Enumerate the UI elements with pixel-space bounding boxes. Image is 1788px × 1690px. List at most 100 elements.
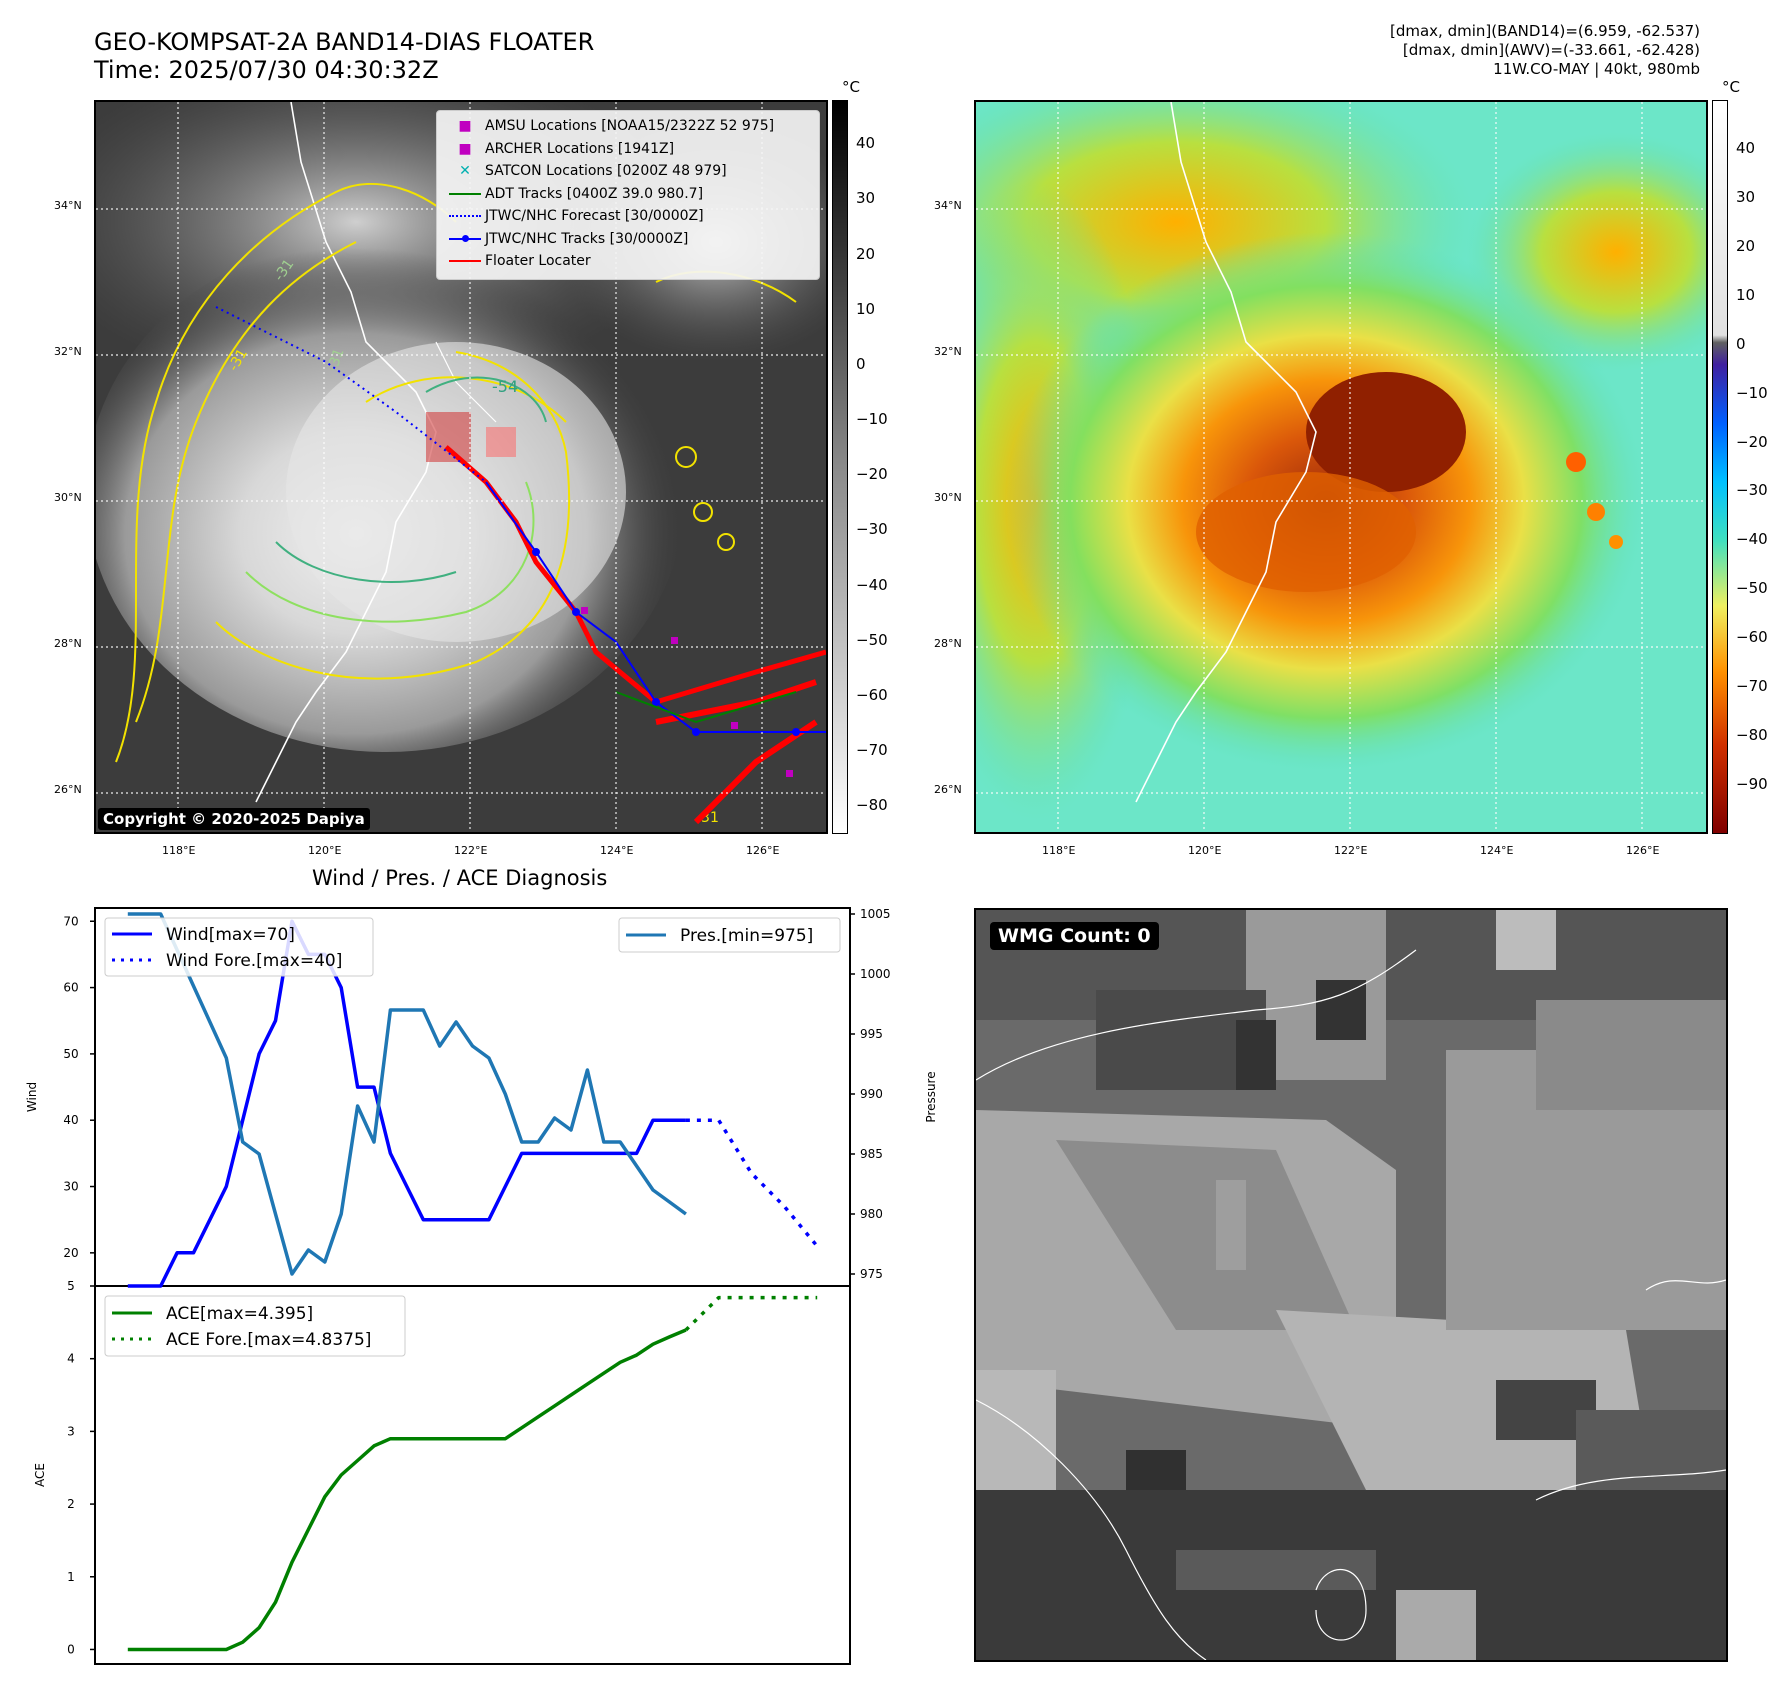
y-tick-label: 2 <box>67 1497 75 1511</box>
cbar-tick-label: −60 <box>856 686 888 705</box>
title-line-1: GEO-KOMPSAT-2A BAND14-DIAS FLOATER <box>94 28 595 56</box>
wmg-count-badge: WMG Count: 0 <box>990 922 1159 950</box>
legend-wind-forecast: Wind Fore.[max=40] <box>166 951 342 971</box>
info-line-2: [dmax, dmin](AWV)=(-33.661, -62.428) <box>1402 41 1700 59</box>
cbar-tick-label: −10 <box>1736 383 1768 402</box>
cbar-tick-label: −70 <box>1736 677 1768 696</box>
lat-tick: 28°N <box>934 637 962 650</box>
chart-title: GEO-KOMPSAT-2A BAND14-DIAS FLOATER Time:… <box>94 28 594 84</box>
series-line <box>127 1328 687 1652</box>
colorbar-grayscale <box>832 100 848 834</box>
cbar2-unit: °C <box>1722 78 1740 96</box>
cbar-tick-label: 10 <box>856 299 876 318</box>
lat-tick: 34°N <box>54 199 82 212</box>
color-map <box>976 102 1706 832</box>
cbar-tick-label: −40 <box>856 575 888 594</box>
y-right-tick-label: 1005 <box>860 907 891 921</box>
lat-tick: 30°N <box>934 491 962 504</box>
wmg-panel: WMG Count: 0 <box>974 908 1728 1662</box>
y-tick-label: 3 <box>67 1424 75 1438</box>
series-line <box>127 919 686 1288</box>
lon-tick: 120°E <box>308 844 342 857</box>
info-line-1: [dmax, dmin](BAND14)=(6.959, -62.537) <box>1389 22 1700 40</box>
jtwc-track <box>485 481 826 733</box>
cbar-tick-label: −40 <box>1736 530 1768 549</box>
legend-item: ✕ SATCON Locations [0200Z 48 979] <box>459 163 727 179</box>
lon-tick: 124°E <box>1480 844 1514 857</box>
lon-tick: 126°E <box>746 844 780 857</box>
y-tick-label: 0 <box>67 1642 75 1656</box>
wind-legend: Wind[max=70] Wind Fore.[max=40] <box>104 917 374 977</box>
legend-pressure: Pres.[min=975] <box>680 926 813 946</box>
cbar-tick-label: −50 <box>856 630 888 649</box>
cbar-tick-label: −80 <box>856 796 888 815</box>
legend-item: ADT Tracks [0400Z 39.0 980.7] <box>445 183 774 206</box>
lon-tick: 122°E <box>454 844 488 857</box>
jtwc-forecast-track <box>215 306 487 483</box>
cbar-tick-label: −10 <box>856 410 888 429</box>
cbar-tick-label: 0 <box>1736 334 1746 353</box>
legend-item: Floater Locater <box>445 250 774 273</box>
diagnosis-charts: Wind Pressure ACE 2030405060709759809859… <box>25 907 938 1665</box>
lat-tick: 28°N <box>54 637 82 650</box>
legend-item: ■ ARCHER Locations [1941Z] <box>458 140 675 157</box>
ace-legend: ACE[max=4.395] ACE Fore.[max=4.8375] <box>104 1295 406 1357</box>
pressure-axis-label: Pressure <box>924 1071 938 1122</box>
cbar-tick-label: −90 <box>1736 775 1768 794</box>
map-legend: ■ AMSU Locations [NOAA15/2322Z 52 975] ■ A… <box>436 110 820 280</box>
lon-tick: 126°E <box>1626 844 1660 857</box>
coastline <box>255 102 437 803</box>
series-line <box>684 1295 818 1332</box>
lat-tick: 26°N <box>934 783 962 796</box>
series-line <box>685 1118 819 1248</box>
lon-tick: 118°E <box>1042 844 1076 857</box>
contour-label: -54 <box>492 377 518 396</box>
info-box: [dmax, dmin](BAND14)=(6.959, -62.537) [d… <box>1390 22 1700 79</box>
y-right-tick-label: 980 <box>860 1207 883 1221</box>
legend-ace: ACE[max=4.395] <box>166 1304 313 1324</box>
cbar1-unit: °C <box>842 78 860 96</box>
lon-tick: 120°E <box>1188 844 1222 857</box>
y-right-tick-label: 985 <box>860 1147 883 1161</box>
cbar-tick-label: −50 <box>1736 579 1768 598</box>
info-line-3: 11W.CO-MAY | 40kt, 980mb <box>1493 60 1700 78</box>
ace-frame <box>94 1285 851 1665</box>
y-tick-label: 50 <box>63 1047 78 1061</box>
copyright-badge: Copyright © 2020-2025 Dapiya <box>98 808 370 830</box>
coastline <box>976 949 1417 1081</box>
diagnosis-title: Wind / Pres. / ACE Diagnosis <box>312 866 608 890</box>
y-right-tick-label: 975 <box>860 1267 883 1281</box>
cbar-tick-label: 30 <box>856 189 876 208</box>
wmg-image <box>976 910 1726 1660</box>
y-tick-label: 30 <box>63 1180 78 1194</box>
y-tick-label: 1 <box>67 1570 75 1584</box>
cbar-tick-label: −30 <box>856 520 888 539</box>
cbar-tick-label: 0 <box>856 354 866 373</box>
cbar-tick-label: −30 <box>1736 481 1768 500</box>
lat-tick: 34°N <box>934 199 962 212</box>
cbar-tick-label: −70 <box>856 741 888 760</box>
cbar-tick-label: 40 <box>1736 138 1756 157</box>
cbar-tick-label: 20 <box>1736 236 1756 255</box>
cbar-tick-label: −80 <box>1736 726 1768 745</box>
title-line-2: Time: 2025/07/30 04:30:32Z <box>94 56 439 84</box>
cbar-tick-label: −20 <box>856 465 888 484</box>
legend-item: JTWC/NHC Forecast [30/0000Z] <box>445 205 774 228</box>
y-tick-label: 60 <box>63 981 78 995</box>
cbar-tick-label: 10 <box>1736 285 1756 304</box>
lat-tick: 32°N <box>54 345 82 358</box>
lon-tick: 124°E <box>600 844 634 857</box>
cbar-tick-label: 30 <box>1736 187 1756 206</box>
color-map-panel <box>974 100 1708 834</box>
pressure-legend: Pres.[min=975] <box>618 917 841 953</box>
cbar-tick-label: −20 <box>1736 432 1768 451</box>
series-line <box>127 912 687 1276</box>
coastline <box>1135 102 1317 803</box>
legend-item: JTWC/NHC Tracks [30/0000Z] <box>445 228 774 251</box>
lon-tick: 122°E <box>1334 844 1368 857</box>
lon-tick: 118°E <box>162 844 196 857</box>
legend-wind: Wind[max=70] <box>166 925 295 945</box>
lat-tick: 30°N <box>54 491 82 504</box>
y-tick-label: 40 <box>63 1113 78 1127</box>
lat-tick: 26°N <box>54 783 82 796</box>
